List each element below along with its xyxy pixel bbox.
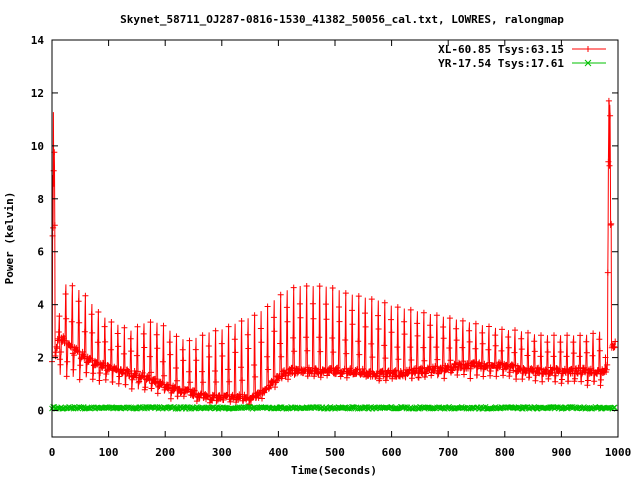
- y-tick-label: 2: [37, 352, 44, 365]
- legend-label-yr: YR-17.54 Tsys:17.61: [438, 57, 564, 70]
- chart-title: Skynet_58711_OJ287-0816-1530_41382_50056…: [120, 13, 564, 26]
- x-tick-label: 300: [212, 446, 232, 459]
- legend-marker-yr: [584, 59, 592, 67]
- x-tick-label: 500: [325, 446, 345, 459]
- x-axis-label: Time(Seconds): [291, 464, 377, 477]
- y-tick-label: 12: [31, 87, 44, 100]
- legend: XL-60.85 Tsys:63.15 YR-17.54 Tsys:17.61: [438, 43, 606, 70]
- y-tick-label: 0: [37, 405, 44, 418]
- x-tick-label: 400: [268, 446, 288, 459]
- x-tick-label: 0: [49, 446, 56, 459]
- x-tick-label: 600: [382, 446, 402, 459]
- y-tick-label: 4: [37, 299, 44, 312]
- y-tick-label: 10: [31, 140, 44, 153]
- y-axis-label: Power (kelvin): [3, 192, 16, 285]
- legend-label-xl: XL-60.85 Tsys:63.15: [438, 43, 564, 56]
- x-tick-label: 900: [551, 446, 571, 459]
- legend-marker-xl: [585, 46, 591, 52]
- x-tick-label: 200: [155, 446, 175, 459]
- x-tick-label: 100: [99, 446, 119, 459]
- tick-layer: 0 100 200 300 400 500 600 700 800 900 1000 0 2 4 6 8 10 1…: [31, 34, 632, 459]
- x-tick-label: 700: [438, 446, 458, 459]
- y-tick-label: 14: [31, 34, 45, 47]
- x-tick-label: 1000: [605, 446, 632, 459]
- y-tick-label: 8: [37, 193, 44, 206]
- y-tick-label: 6: [37, 246, 44, 259]
- x-tick-label: 800: [495, 446, 515, 459]
- data-layer: [49, 97, 619, 412]
